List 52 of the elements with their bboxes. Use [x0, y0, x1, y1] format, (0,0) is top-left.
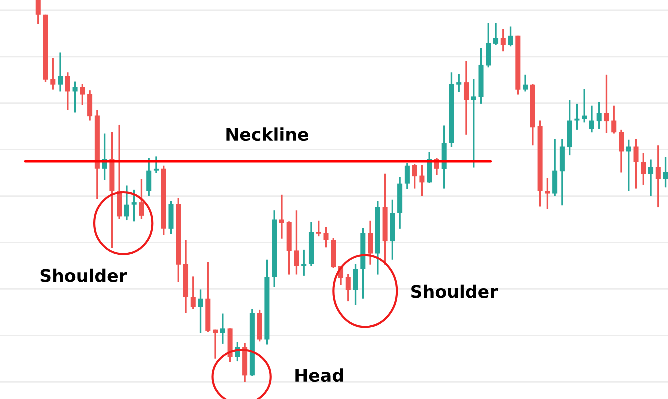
candlestick [634, 138, 639, 190]
candlestick [494, 22, 499, 46]
candlestick [198, 288, 204, 334]
candlestick [213, 328, 218, 360]
candlestick [139, 178, 144, 220]
candlestick [146, 157, 152, 197]
candlestick [412, 164, 418, 190]
candlestick [132, 189, 137, 222]
candlestick [596, 102, 602, 130]
candlestick [294, 210, 300, 276]
candlestick [220, 312, 226, 345]
ref-line-label: Neckline [226, 128, 308, 142]
candlestick [500, 28, 506, 52]
candlestick [648, 158, 654, 198]
candlestick [302, 249, 307, 277]
candlestick [50, 58, 56, 91]
candlestick [154, 156, 159, 174]
candlestick [508, 26, 514, 48]
candlestick [589, 105, 594, 134]
candlestick [404, 162, 410, 190]
candlestick [353, 263, 358, 306]
candlestick [574, 103, 580, 131]
candlestick [346, 273, 351, 302]
candlestick [88, 90, 93, 122]
annotation: Head [296, 368, 344, 382]
candlestick [72, 80, 78, 114]
candlestick [190, 276, 196, 310]
candlestick [324, 226, 329, 248]
candlestick [656, 144, 661, 208]
candlestick [626, 139, 632, 192]
candlestick [456, 73, 462, 94]
candlestick [612, 105, 617, 135]
candlestick [663, 156, 668, 188]
candlestick [36, 0, 41, 25]
candlestick [641, 152, 646, 186]
candlestick [65, 72, 70, 111]
candlestick [368, 220, 374, 266]
candlestick [58, 52, 64, 93]
candlestick [552, 138, 558, 197]
candlestick [618, 129, 624, 174]
candlestick [486, 22, 492, 68]
candlestick [523, 74, 528, 93]
candlestick [316, 220, 322, 238]
candlestick [545, 177, 550, 210]
annotation: Shoulder [40, 268, 128, 282]
candlestick [124, 184, 130, 222]
candlestick [464, 60, 469, 136]
candlestick [420, 164, 425, 198]
candlestick [471, 78, 476, 169]
annotation: Shoulder [412, 284, 498, 298]
candlestick [604, 74, 610, 134]
candlestick [80, 83, 86, 106]
